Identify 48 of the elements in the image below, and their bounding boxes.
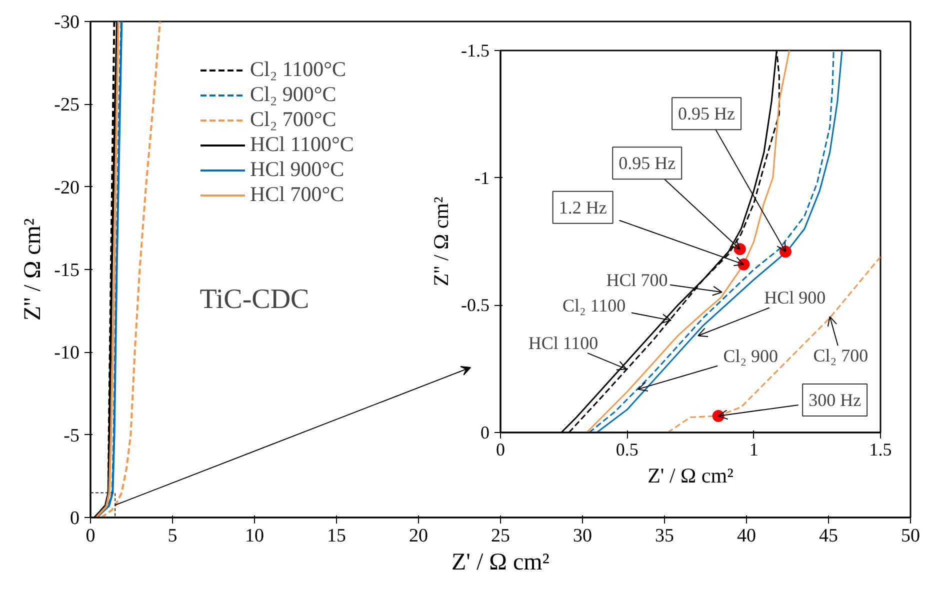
- y-tick-label: -30: [54, 12, 80, 33]
- annotation: HCl 700: [606, 270, 668, 290]
- annotation: Cl₂ 900: [723, 346, 778, 366]
- y-tick-label: -10: [54, 342, 80, 364]
- annotation: 0.95 Hz: [618, 153, 676, 174]
- x-tick-label: 0: [86, 526, 96, 546]
- y-tick-label: -15: [54, 260, 80, 281]
- x-tick-label: 1.5: [869, 440, 892, 460]
- annotation: Cl₂ 700: [813, 346, 868, 366]
- y-tick-label: -5: [64, 425, 80, 446]
- y-axis-title: Z'' / Ω cm²: [429, 196, 454, 286]
- x-tick-label: 15: [327, 526, 346, 546]
- x-tick-label: 1: [749, 440, 758, 460]
- y-tick-label: -0.5: [461, 295, 490, 316]
- y-tick-label: -25: [54, 94, 80, 116]
- y-tick-label: -20: [54, 177, 80, 198]
- x-tick-label: 25: [491, 526, 510, 546]
- annotation: HCl 1100: [528, 333, 598, 354]
- y-axis-title: Z'' / Ω cm²: [20, 218, 46, 321]
- x-tick-label: 5: [168, 526, 178, 546]
- annotation: 300 Hz: [808, 390, 862, 410]
- x-tick-label: 0.5: [616, 440, 638, 460]
- x-tick-label: 20: [409, 526, 428, 546]
- legend-label: Cl₂ 700°C: [250, 107, 336, 132]
- x-tick-label: 10: [245, 526, 264, 546]
- x-tick-label: 40: [737, 526, 756, 546]
- annotation: Cl₂ 1100: [562, 295, 626, 316]
- y-tick-label: -1.5: [461, 40, 490, 60]
- annotation: 1.2 Hz: [558, 197, 607, 218]
- x-tick-label: 45: [819, 526, 838, 546]
- x-tick-label: 0: [496, 440, 505, 460]
- y-tick-label: -1: [474, 168, 490, 188]
- annotation: TiC-CDC: [200, 284, 310, 315]
- x-tick-label: 35: [655, 526, 674, 546]
- legend-label: HCl 1100°C: [250, 132, 354, 157]
- legend-label: Cl₂ 1100°C: [250, 57, 346, 82]
- line-series: [666, 256, 880, 432]
- x-tick-label: 30: [573, 526, 592, 546]
- annotation: 0.95 Hz: [678, 104, 736, 124]
- y-tick-label: 0: [70, 508, 80, 529]
- x-axis-title: Z' / Ω cm²: [648, 464, 734, 488]
- x-tick-label: 50: [901, 526, 920, 546]
- annotation: HCl 900: [764, 288, 826, 308]
- x-axis-title: Z' / Ω cm²: [452, 550, 550, 576]
- legend-label: HCl 700°C: [250, 182, 344, 207]
- legend-label: HCl 900°C: [250, 157, 344, 182]
- legend-label: Cl₂ 900°C: [250, 82, 336, 107]
- y-tick-label: 0: [480, 422, 490, 442]
